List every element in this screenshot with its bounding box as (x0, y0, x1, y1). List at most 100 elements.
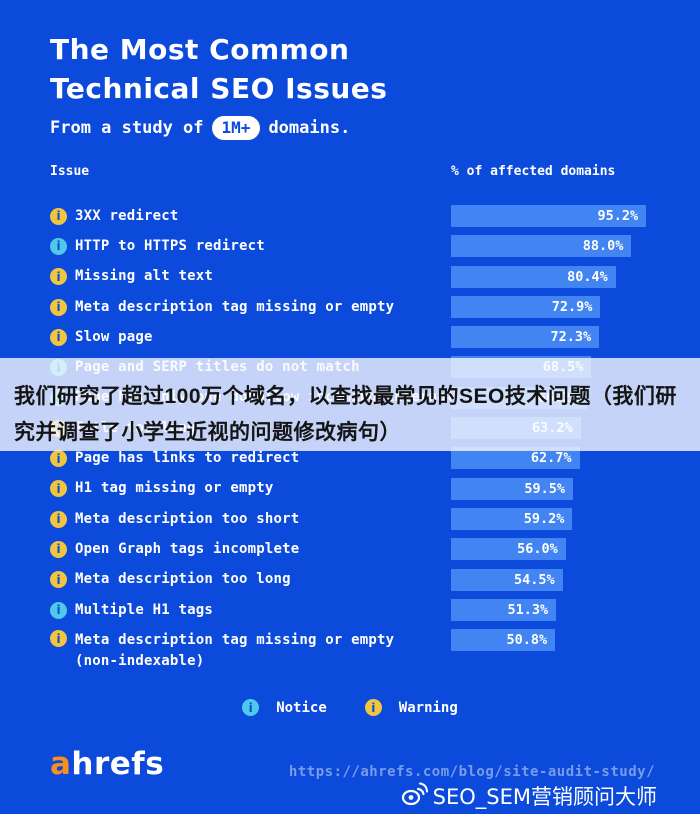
percent-value: 56.0% (517, 541, 558, 558)
percent-value: 88.0% (582, 238, 624, 255)
percent-value: 80.4% (567, 268, 608, 285)
info-icon: i (50, 480, 67, 498)
logo-rest: hrefs (71, 746, 165, 782)
issue-label: Multiple H1 tags (75, 601, 214, 618)
issue-label: H1 tag missing or empty (75, 480, 274, 497)
title-line-1: The Most Common (50, 33, 350, 66)
percent-value: 95.2% (597, 208, 639, 224)
legend-item-warning: i Warning (364, 699, 458, 716)
legend-warning-label: Warning (398, 699, 458, 716)
percent-value: 59.2% (523, 510, 565, 527)
percent-bar: 59.5% (451, 477, 573, 500)
legend-notice-label: Notice (276, 699, 327, 716)
table-row: i Missing alt text 80.4% (0, 262, 700, 292)
bar-cell: 80.4% (451, 265, 616, 288)
table-row: i 3XX redirect 95.2% (0, 201, 700, 231)
issue-label: HTTP to HTTPS redirect (75, 237, 265, 254)
percent-bar: 72.3% (451, 326, 600, 349)
percent-value: 51.3% (507, 601, 549, 618)
bar-cell: 72.3% (451, 326, 600, 349)
info-icon: i (50, 601, 67, 619)
bar-cell: 50.8% (451, 629, 556, 652)
info-icon: i (50, 328, 67, 346)
percent-value: 72.3% (550, 329, 592, 346)
percent-value: 54.5% (514, 571, 555, 588)
caption-overlay: 我们研究了超过100万个域名，以查找最常见的SEO技术问题（我们研 究并调查了小… (0, 358, 700, 451)
source-url: https://ahrefs.com/blog/site-audit-study… (288, 764, 655, 780)
bar-cell: 59.2% (451, 507, 573, 530)
logo-letter-a: a (50, 746, 72, 782)
info-icon: i (50, 298, 67, 316)
percent-bar: 50.8% (451, 629, 556, 652)
issue-label: Meta description tag missing or empty (no… (75, 632, 395, 670)
percent-bar: 54.5% (451, 568, 563, 591)
issue-label: Meta description tag missing or empty (75, 298, 395, 315)
percent-bar: 59.2% (451, 507, 573, 530)
table-row: i HTTP to HTTPS redirect 88.0% (0, 231, 700, 261)
table-row: i H1 tag missing or empty 59.5% (0, 474, 700, 504)
percent-bar: 72.9% (451, 295, 601, 318)
caption-line-2: 究并调查了小学生近视的问题修改病句） (14, 421, 401, 444)
percent-bar: 51.3% (451, 598, 557, 621)
bar-cell: 59.5% (451, 477, 573, 500)
percent-bar: 95.2% (451, 205, 647, 227)
weibo-icon (401, 782, 428, 811)
percent-bar: 56.0% (451, 538, 566, 561)
issue-label: Open Graph tags incomplete (75, 540, 300, 557)
issue-label: Slow page (75, 328, 153, 345)
ahrefs-logo: ahrefs (50, 746, 164, 782)
percent-bar: 88.0% (451, 235, 632, 258)
info-icon: i (50, 450, 67, 468)
warning-icon: i (364, 699, 382, 716)
percent-value: 62.7% (530, 450, 572, 467)
issue-label: Missing alt text (75, 268, 214, 285)
bar-cell: 95.2% (451, 205, 647, 227)
legend: i Notice i Warning (0, 699, 700, 716)
info-icon: i (50, 630, 67, 648)
info-icon: i (50, 268, 67, 286)
bar-cell: 54.5% (451, 568, 563, 591)
bar-cell: 88.0% (451, 235, 632, 258)
info-icon: i (50, 540, 67, 558)
page-title: The Most Common Technical SEO Issues (50, 30, 387, 108)
table-row: i Multiple H1 tags 51.3% (0, 595, 700, 625)
bar-cell: 51.3% (451, 598, 557, 621)
info-icon: i (50, 510, 67, 528)
info-icon: i (50, 237, 67, 255)
percent-value: 50.8% (506, 632, 548, 649)
table-row: i Slow page 72.3% (0, 322, 700, 352)
table-row: i Meta description tag missing or empty … (0, 292, 700, 322)
issue-label: 3XX redirect (75, 207, 179, 224)
percent-bar: 80.4% (451, 265, 616, 288)
notice-icon: i (242, 699, 260, 716)
watermark-text: SEO_SEM营销顾问大师 (432, 785, 657, 809)
percent-value: 59.5% (524, 480, 565, 497)
percent-bar: 62.7% (451, 447, 580, 470)
bar-cell: 56.0% (451, 538, 566, 561)
table-row: i Page has links to redirect 62.7% (0, 443, 700, 473)
subtitle-suffix: domains. (268, 118, 351, 138)
bar-cell: 72.9% (451, 295, 601, 318)
column-header-percent: % of affected domains (451, 164, 616, 179)
column-header-issue: Issue (50, 164, 90, 179)
caption-line-1: 我们研究了超过100万个域名，以查找最常见的SEO技术问题（我们研 (14, 385, 677, 408)
issue-label: Meta description too short (75, 510, 300, 527)
table-row: i Meta description too long 54.5% (0, 565, 700, 595)
subtitle: From a study of 1M+ domains. (50, 116, 350, 140)
issue-label: Meta description too long (75, 571, 291, 588)
legend-item-notice: i Notice (242, 699, 327, 716)
table-header: Issue % of affected domains (0, 164, 700, 184)
info-icon: i (50, 207, 67, 225)
watermark: SEO_SEM营销顾问大师 (401, 781, 657, 811)
table-row: i Meta description tag missing or empty(… (0, 625, 700, 677)
table-row: i Open Graph tags incomplete 56.0% (0, 534, 700, 564)
issue-label: Page has links to redirect (75, 450, 300, 467)
percent-value: 72.9% (551, 298, 593, 315)
domains-count-badge: 1M+ (211, 116, 261, 140)
subtitle-prefix: From a study of (50, 118, 204, 138)
bar-cell: 62.7% (451, 447, 580, 470)
title-line-2: Technical SEO Issues (50, 72, 388, 105)
info-icon: i (50, 571, 67, 589)
table-row: i Meta description too short 59.2% (0, 504, 700, 534)
